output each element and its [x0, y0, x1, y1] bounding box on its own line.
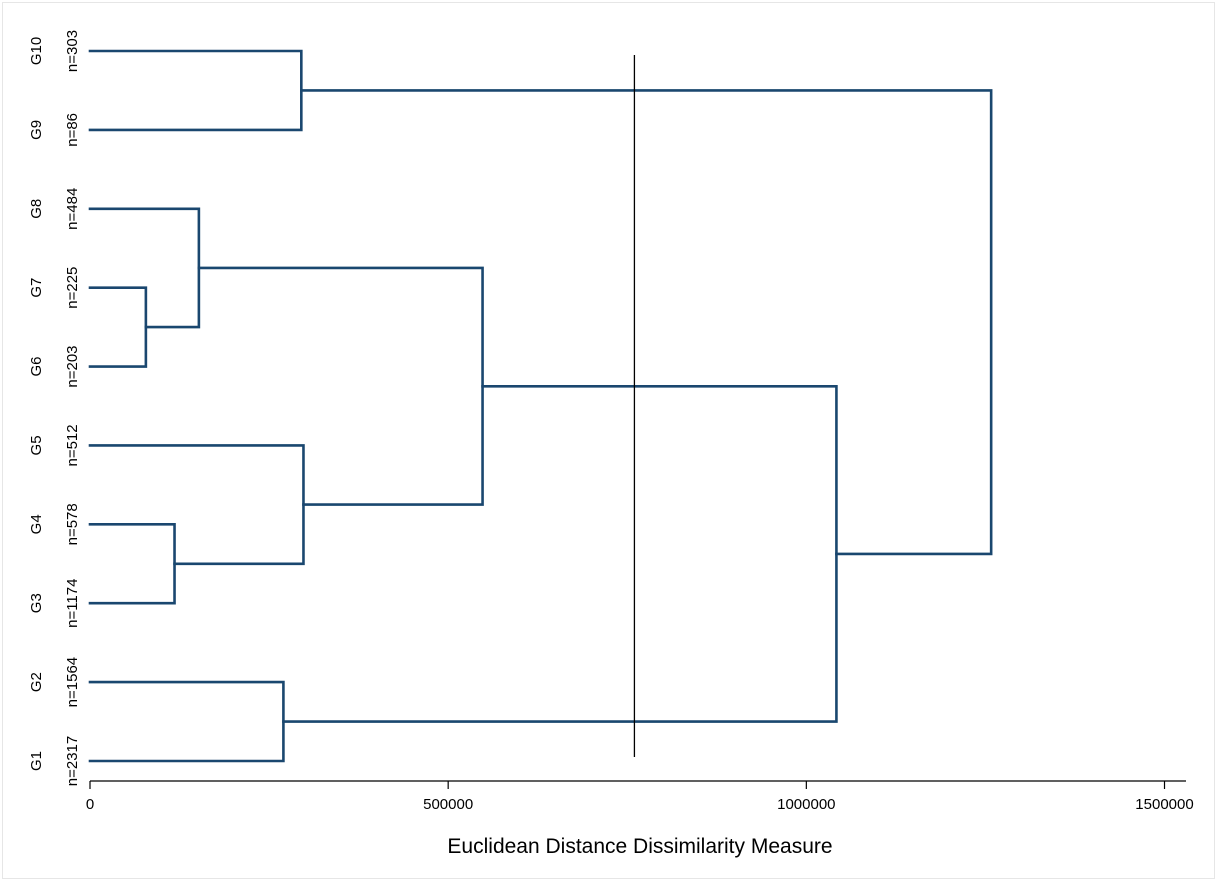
leaf-label-G3: G3	[28, 593, 45, 613]
leaf-label-G4: G4	[28, 514, 45, 534]
leaf-count-G2: n=1564	[64, 657, 81, 707]
leaf-label-G8: G8	[28, 199, 45, 219]
leaf-count-G1: n=2317	[64, 736, 81, 786]
dendrogram-link-m9	[300, 89, 993, 556]
leaf-count-G10: n=303	[64, 30, 81, 72]
y-axis-leaf-labels: G1 n=2317 G2 n=1564 G3 n=1174 G4 n=578 G5 n=512 G6…	[28, 30, 81, 786]
dendrogram-branches	[88, 49, 993, 763]
x-tick-label: 0	[86, 796, 94, 813]
x-tick-label: 1000000	[777, 796, 835, 813]
dendrogram-link-m2	[88, 523, 176, 605]
dendrogram-link-m8	[282, 384, 838, 723]
leaf-count-G3: n=1174	[64, 579, 81, 628]
leaf-label-G7: G7	[28, 278, 45, 298]
x-axis: 0 500000 1000000 1500000	[86, 780, 1194, 813]
x-tick-label: 1500000	[1135, 796, 1193, 813]
leaf-label-G6: G6	[28, 357, 45, 377]
leaf-count-G4: n=578	[64, 503, 81, 545]
leaf-label-G2: G2	[28, 672, 45, 692]
leaf-count-G5: n=512	[64, 424, 81, 466]
leaf-count-G7: n=225	[64, 267, 81, 309]
leaf-count-G8: n=484	[64, 188, 81, 230]
leaf-label-G5: G5	[28, 435, 45, 455]
leaf-label-G10: G10	[28, 37, 45, 65]
dendrogram-link-m1	[88, 286, 148, 368]
dendrogram-link-m4	[88, 680, 285, 763]
dendrogram-link-m3	[88, 207, 201, 329]
x-tick-label: 500000	[423, 796, 473, 813]
leaf-label-G9: G9	[28, 120, 45, 140]
dendrogram-link-m6	[88, 444, 305, 566]
dendrogram-link-m5	[88, 49, 303, 132]
leaf-count-G9: n=86	[64, 113, 81, 147]
leaf-label-G1: G1	[28, 751, 45, 771]
dendrogram-link-m7	[197, 266, 484, 506]
leaf-count-G6: n=203	[64, 345, 81, 387]
x-axis-title: Euclidean Distance Dissimilarity Measure	[447, 835, 832, 858]
